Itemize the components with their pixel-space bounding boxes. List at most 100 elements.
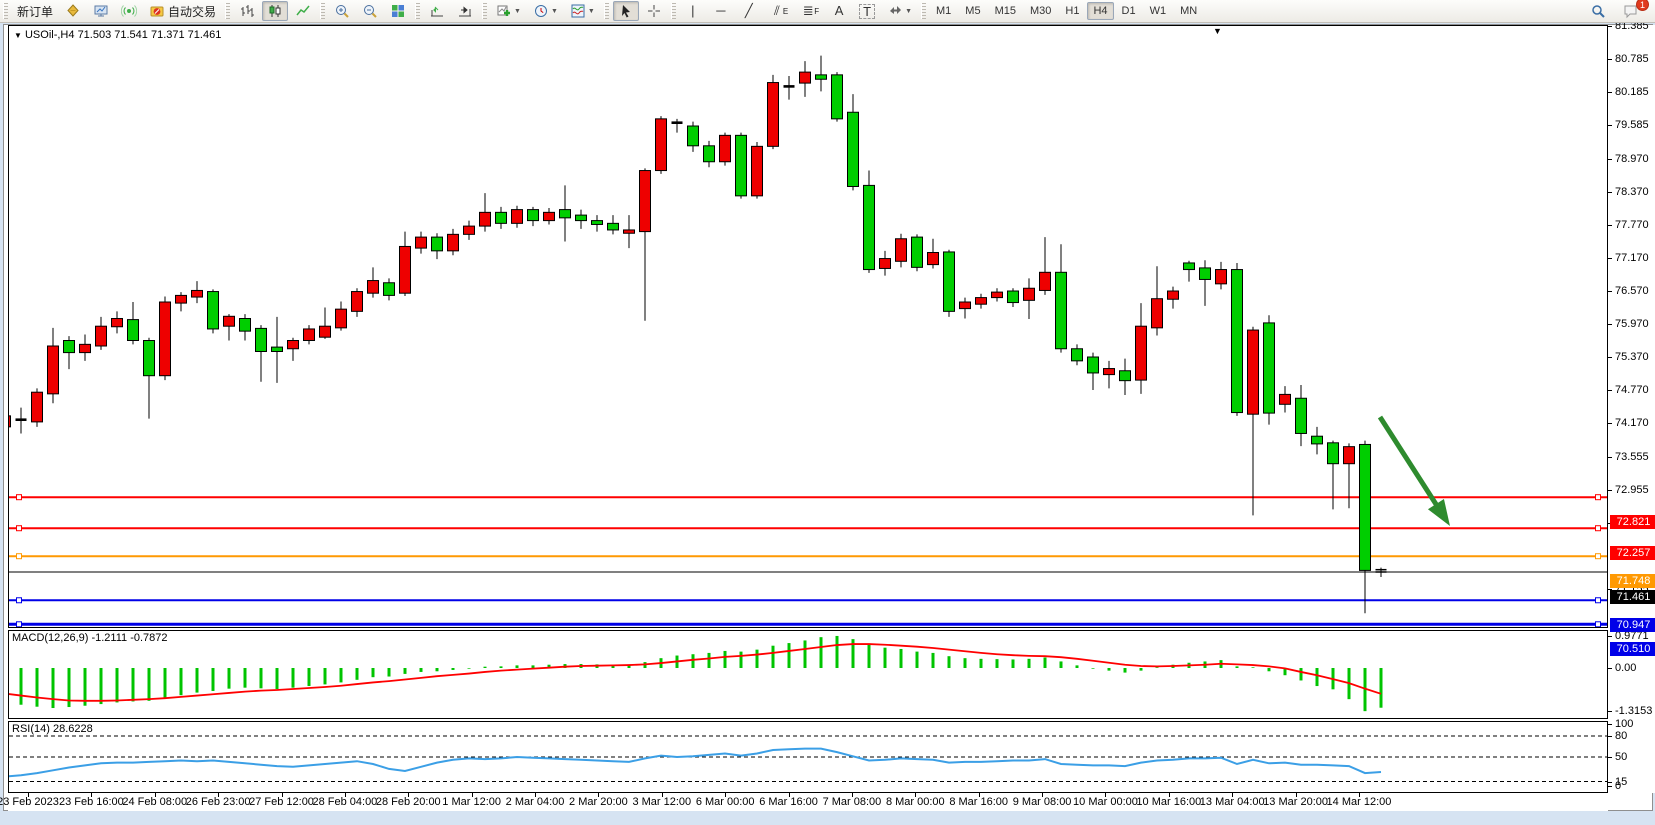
tile-windows-button[interactable]	[385, 1, 411, 21]
line-chart-icon	[296, 5, 310, 16]
axis-tick	[1608, 668, 1612, 669]
axis-tick	[1608, 92, 1612, 94]
timeframe-button-m15[interactable]: M15	[994, 5, 1016, 17]
axis-tick	[1608, 324, 1612, 325]
terminal-button[interactable]	[88, 1, 114, 21]
arrows-icon	[890, 6, 902, 14]
hline-price-tag[interactable]: 70.947	[1610, 618, 1655, 633]
macd-scale-label: -1.3153	[1615, 705, 1653, 718]
main-toolbar: 新订单 自动交易 ▼ ▼	[0, 0, 1655, 23]
time-label: 9 Mar 08:00	[1012, 796, 1072, 808]
time-label: 1 Mar 12:00	[442, 796, 502, 808]
rsi-pane[interactable]	[8, 721, 1608, 793]
fibonacci-button[interactable]: ≣ F	[795, 1, 824, 21]
autotrade-button[interactable]: 自动交易	[144, 1, 221, 21]
templates-button[interactable]: ▼	[565, 1, 600, 21]
line-chart-button[interactable]	[290, 1, 316, 21]
time-label: 10 Mar 00:00	[1073, 796, 1138, 808]
channel-sub-label: E	[782, 6, 789, 16]
price-tick-label: 74.170	[1615, 417, 1649, 429]
candlestick-chart-button[interactable]	[262, 1, 289, 21]
bar-chart-button[interactable]	[234, 1, 260, 21]
templates-icon	[571, 4, 585, 18]
axis-tick	[1608, 757, 1612, 758]
time-label: 28 Feb 04:00	[312, 796, 378, 808]
rsi-scale-label: 50	[1615, 751, 1628, 763]
chart-dropdown-icon[interactable]: ▼	[14, 31, 22, 40]
rsi-scale-label: 80	[1615, 730, 1628, 742]
notification-badge: 1	[1635, 0, 1649, 11]
time-tick	[471, 793, 473, 797]
time-label: 7 Mar 08:00	[822, 796, 882, 808]
price-axis-column[interactable]: 81.385 80.785 80.185 79.585 78.970 78.370 77.7…	[1608, 20, 1655, 793]
hline-price-tag[interactable]: 71.748	[1610, 574, 1655, 589]
time-tick	[535, 793, 537, 797]
axis-tick	[1608, 786, 1612, 787]
time-label: 13 Mar 20:00	[1263, 796, 1329, 808]
chart-title: ▼ USOil-,H4 71.503 71.541 71.371 71.461	[14, 29, 221, 41]
macd-pane[interactable]	[8, 630, 1608, 719]
timeframe-button-h1[interactable]: H1	[1065, 5, 1080, 17]
notifications-button[interactable]: 1	[1618, 0, 1649, 21]
timeframe-button-m30[interactable]: M30	[1029, 5, 1052, 17]
candlestick-chart-icon	[269, 5, 281, 17]
search-button[interactable]	[1585, 1, 1611, 21]
time-tick	[661, 793, 663, 797]
status-bar	[0, 812, 1655, 825]
timeframe-button-m5[interactable]: M5	[965, 5, 981, 17]
crosshair-button[interactable]	[641, 1, 667, 21]
hline-price-tag[interactable]: 72.821	[1610, 515, 1655, 530]
toolbar-grip	[3, 3, 8, 19]
hline-price-tag[interactable]: 72.257	[1610, 546, 1655, 561]
text-label-icon: T	[859, 3, 876, 19]
dropdown-arrow-icon: ▼	[550, 7, 558, 15]
coins-icon-button[interactable]	[60, 1, 86, 21]
axis-tick	[1608, 390, 1612, 391]
hline-price-tag[interactable]: 70.510	[1610, 642, 1655, 657]
axis-tick	[1608, 192, 1612, 193]
toolbar-grip	[415, 3, 421, 19]
timeframe-button-w1[interactable]: W1	[1149, 5, 1167, 17]
cursor-button[interactable]	[612, 1, 639, 21]
timeframe-button-mn[interactable]: MN	[1180, 5, 1198, 17]
indicators-button[interactable]: ▼	[491, 1, 526, 21]
timeframe-button-h4[interactable]: H4	[1087, 2, 1114, 20]
time-tick	[28, 793, 29, 797]
time-axis[interactable]: 23 Feb 2023 23 Feb 16:00 24 Feb 08:00 26 Fe…	[0, 793, 1608, 811]
horizontal-line-icon: ─	[716, 3, 726, 18]
timeframe-button-d1[interactable]: D1	[1121, 5, 1136, 17]
time-tick	[1295, 793, 1297, 797]
trendline-button[interactable]: ╱	[736, 1, 762, 21]
time-tick	[788, 793, 790, 797]
trendline-icon: ╱	[744, 3, 753, 18]
time-tick	[154, 793, 156, 797]
price-pane[interactable]	[8, 25, 1608, 628]
time-tick	[978, 793, 980, 797]
signal-button[interactable]	[116, 1, 142, 21]
auto-scroll-button[interactable]	[452, 1, 478, 21]
chart-ohlc-values: 71.503 71.541 71.371 71.461	[77, 29, 222, 41]
new-order-label: 新订单	[17, 4, 54, 19]
chart-shift-button[interactable]	[424, 1, 450, 21]
channel-button[interactable]: ⫽ E	[764, 1, 793, 21]
time-label: 13 Mar 04:00	[1199, 796, 1265, 808]
crosshair-icon	[647, 5, 660, 17]
axis-tick	[1608, 357, 1612, 358]
new-order-button[interactable]: 新订单	[12, 1, 58, 21]
vertical-line-button[interactable]: |	[680, 1, 706, 21]
zoom-out-button[interactable]	[357, 1, 383, 21]
bid-price-tag[interactable]: 71.461	[1610, 589, 1655, 604]
timeframe-button-m1[interactable]: M1	[936, 5, 952, 17]
chart-shift-marker[interactable]: ▼	[1213, 26, 1222, 36]
periods-button[interactable]: ▼	[528, 1, 563, 21]
rsi-scale-label: 100	[1615, 718, 1634, 730]
time-label: 6 Mar 00:00	[695, 796, 755, 808]
text-button[interactable]: A	[826, 1, 852, 21]
tile-windows-icon	[392, 5, 405, 17]
text-label-button[interactable]: T	[854, 1, 880, 21]
zoom-in-button[interactable]	[329, 1, 355, 21]
axis-tick	[1608, 258, 1612, 259]
arrows-button[interactable]: ▼	[882, 1, 917, 21]
time-tick	[1105, 793, 1107, 797]
horizontal-line-button[interactable]: ─	[708, 1, 734, 21]
